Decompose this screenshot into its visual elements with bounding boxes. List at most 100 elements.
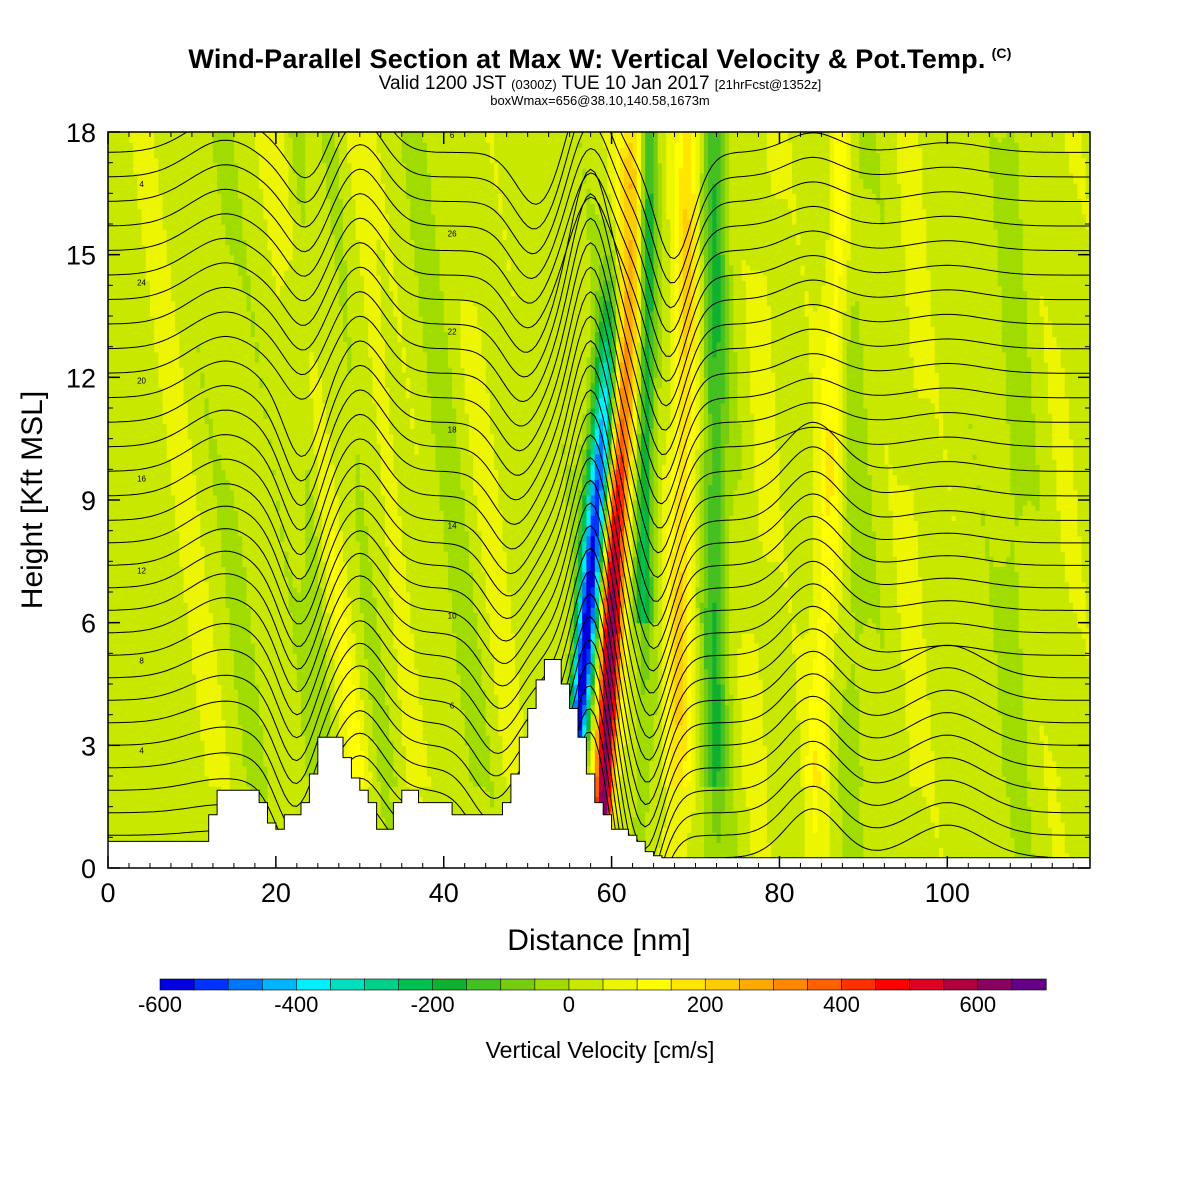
- field-cell: [372, 597, 378, 741]
- field-cell: [1001, 776, 1007, 868]
- field-cell: [603, 566, 608, 578]
- field-cell: [200, 546, 206, 741]
- field-cell: [586, 494, 592, 511]
- field-cell: [603, 576, 608, 588]
- field-cell: [347, 336, 353, 373]
- field-cell: [586, 730, 592, 741]
- field-cell: [338, 198, 344, 307]
- field-cell: [489, 132, 495, 164]
- field-cell: [250, 132, 256, 312]
- field-cell: [473, 612, 478, 787]
- field-cell: [284, 270, 290, 552]
- field-cell: [737, 423, 743, 481]
- field-cell: [586, 694, 592, 700]
- field-cell: [846, 520, 852, 680]
- field-cell: [825, 622, 831, 868]
- field-cell: [674, 142, 680, 491]
- theta-contour-label: 6: [450, 131, 455, 140]
- field-cell: [834, 551, 839, 634]
- field-cell: [699, 172, 705, 256]
- field-cell: [1027, 781, 1032, 787]
- field-cell: [1014, 571, 1020, 868]
- field-cell: [678, 786, 684, 868]
- field-cell: [737, 699, 743, 868]
- field-cell: [997, 714, 1003, 868]
- field-cell: [892, 474, 898, 557]
- field-cell: [766, 842, 772, 868]
- field-cell: [275, 295, 281, 501]
- field-cell: [1018, 648, 1024, 868]
- field-cell: [259, 132, 264, 189]
- field-cell: [901, 244, 906, 486]
- field-cell: [599, 295, 604, 322]
- field-cell: [670, 464, 676, 552]
- field-cell: [510, 132, 516, 292]
- field-cell: [1077, 627, 1083, 868]
- field-cell: [603, 535, 608, 547]
- field-cell: [363, 132, 369, 317]
- field-cell: [1027, 356, 1032, 501]
- field-cell: [1031, 413, 1037, 506]
- field-cell: [603, 484, 608, 496]
- colorbar-swatch: [432, 978, 468, 991]
- field-cell: [712, 132, 718, 184]
- field-cell: [334, 147, 340, 271]
- field-cell: [594, 428, 600, 445]
- field-cell: [741, 632, 747, 787]
- field-cell: [599, 612, 604, 624]
- field-cell: [661, 464, 667, 787]
- chart-subtitle: Valid 1200 JST (0300Z) TUE 10 Jan 2017 […: [0, 73, 1200, 95]
- field-cell: [359, 132, 365, 276]
- field-cell: [405, 377, 411, 399]
- field-cell: [611, 515, 617, 532]
- field-cell: [573, 464, 579, 537]
- field-cell: [611, 489, 617, 506]
- x-axis-label: Distance [nm]: [507, 924, 690, 957]
- field-cell: [175, 132, 180, 332]
- field-cell: [212, 648, 218, 787]
- field-cell: [825, 336, 831, 430]
- field-cell: [615, 719, 621, 736]
- field-cell: [540, 132, 546, 868]
- field-cell: [485, 132, 491, 143]
- field-cell: [607, 326, 613, 358]
- field-cell: [1010, 837, 1016, 868]
- field-cell: [599, 581, 604, 593]
- field-cell: [917, 132, 923, 148]
- field-cell: [926, 397, 932, 700]
- field-cell: [422, 351, 428, 741]
- field-cell: [808, 786, 814, 868]
- field-cell: [573, 658, 579, 675]
- field-cell: [1081, 132, 1087, 159]
- field-cell: [204, 423, 210, 583]
- field-cell: [624, 602, 629, 665]
- field-cell: [674, 786, 680, 868]
- field-cell: [162, 132, 168, 230]
- field-cell: [909, 356, 915, 491]
- field-cell: [586, 699, 592, 711]
- field-cell: [582, 132, 588, 169]
- field-cell: [1039, 740, 1045, 868]
- field-cell: [254, 132, 260, 154]
- field-cell: [586, 571, 592, 649]
- field-cell: [363, 316, 369, 527]
- colorbar-swatch: [1011, 978, 1047, 991]
- field-cell: [426, 776, 432, 787]
- field-cell: [712, 832, 718, 868]
- field-cell: [376, 239, 382, 276]
- field-cell: [607, 510, 613, 522]
- field-cell: [1069, 172, 1074, 440]
- field-cell: [242, 290, 248, 568]
- field-cell: [594, 556, 600, 573]
- field-cell: [888, 510, 894, 868]
- field-cell: [594, 694, 600, 716]
- field-cell: [582, 413, 588, 450]
- field-cell: [674, 132, 680, 143]
- field-cell: [145, 132, 151, 281]
- field-cell: [334, 494, 340, 557]
- field-cell: [611, 750, 617, 767]
- field-cell: [447, 592, 453, 868]
- field-cell: [703, 668, 709, 787]
- field-cell: [586, 551, 592, 573]
